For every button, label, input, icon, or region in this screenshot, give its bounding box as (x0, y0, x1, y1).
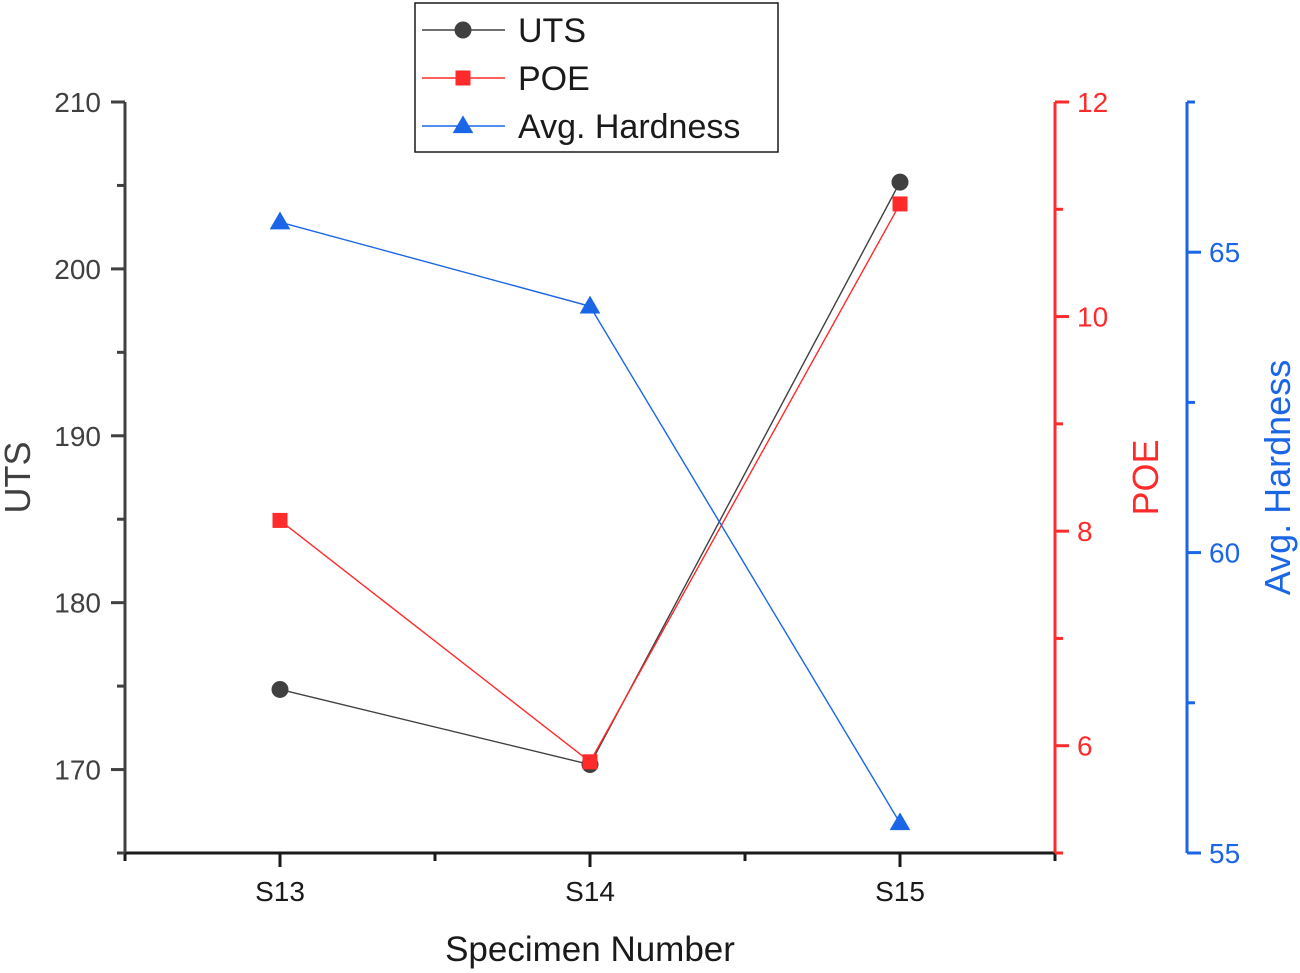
right2-tick-label: 55 (1209, 838, 1240, 869)
left-axis-label: UTS (0, 442, 38, 514)
left-tick-label: 180 (54, 588, 101, 619)
legend-label: UTS (518, 12, 586, 50)
x-axis-label: Specimen Number (445, 930, 735, 969)
series-uts (271, 173, 909, 774)
series-line (279, 181, 901, 766)
legend-marker (455, 70, 471, 86)
right1-tick-label: 8 (1077, 516, 1093, 547)
legend-entry: POE (422, 60, 590, 98)
right2-axis-label: Avg. Hardness (1257, 360, 1298, 595)
right1-tick-label: 10 (1077, 302, 1108, 333)
data-point (271, 680, 289, 698)
data-point (891, 173, 909, 191)
left-tick-label: 210 (54, 87, 101, 118)
data-point (269, 211, 291, 230)
data-point (579, 295, 601, 314)
data-point (272, 512, 288, 528)
left-tick-label: 190 (54, 421, 101, 452)
data-point (582, 754, 598, 770)
x-tick-label: S15 (875, 876, 925, 907)
x-tick-label: S14 (565, 876, 615, 907)
left-tick-label: 200 (54, 254, 101, 285)
data-point (889, 812, 911, 831)
series-poe (272, 196, 908, 770)
left-tick-label: 170 (54, 755, 101, 786)
right1-axis-label: POE (1125, 439, 1166, 515)
series-avg-hardness (269, 211, 911, 831)
axes-layer: S13 S14 S15 Specimen Number 170 180 190 200 210 U… (0, 87, 1298, 969)
x-tick-label: S13 (255, 876, 305, 907)
legend-label: Avg. Hardness (518, 108, 740, 146)
right2-tick-label: 65 (1209, 237, 1240, 268)
series-line (279, 203, 901, 763)
legend-entry: UTS (422, 12, 586, 50)
legend-marker (452, 115, 474, 134)
right2-tick-label: 60 (1209, 538, 1240, 569)
legend-marker (454, 21, 472, 39)
legend-label: POE (518, 60, 590, 98)
legend: UTS POE Avg. Hardness (414, 2, 779, 153)
data-point (892, 196, 908, 212)
right1-tick-label: 12 (1077, 87, 1108, 118)
series-layer (269, 173, 911, 831)
legend-entry: Avg. Hardness (422, 108, 740, 146)
right1-tick-label: 6 (1077, 731, 1093, 762)
